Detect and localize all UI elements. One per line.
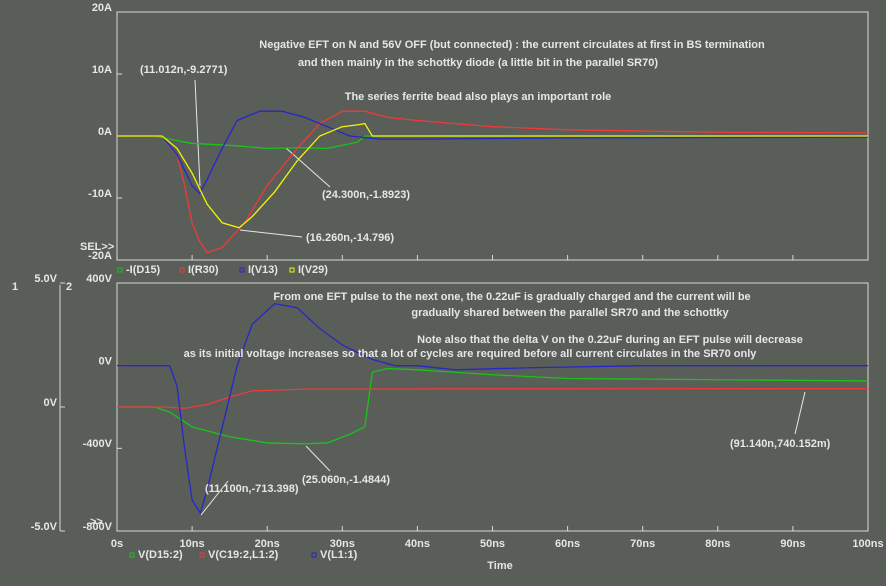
legend-label: -I(D15) [126, 264, 161, 276]
x-tick-label: 90ns [780, 538, 805, 550]
y-tick-label: 20A [92, 2, 112, 14]
y2-tick-label: -5.0V [31, 521, 58, 533]
annotation: and then mainly in the schottky diode (a… [298, 57, 658, 69]
annotation: The series ferrite bead also plays an im… [345, 91, 612, 103]
cursor-pointer [794, 391, 806, 435]
annotation: From one EFT pulse to the next one, the … [273, 291, 750, 303]
y-tick-label: -800V [83, 521, 113, 533]
legend-symbol [179, 267, 185, 273]
annotation: Negative EFT on N and 56V OFF (but conne… [259, 39, 765, 51]
series-line [117, 367, 869, 445]
x-axis-label: Time [487, 560, 512, 572]
y2-tick-label: 0V [44, 397, 58, 409]
x-tick-label: 10ns [180, 538, 205, 550]
x-tick-label: 20ns [255, 538, 280, 550]
series-line [117, 110, 869, 195]
legend-label: I(R30) [188, 264, 219, 276]
series-line [117, 122, 868, 229]
cursor-pointer [305, 445, 331, 472]
cursor-pointer [239, 229, 303, 238]
cursor-label: (11.100n,-713.398) [205, 483, 299, 495]
y-tick-label: 0A [98, 126, 112, 138]
cursor-label: (24.300n,-1.8923) [322, 189, 410, 201]
cursor-pointer [194, 79, 201, 187]
x-tick-label: 80ns [705, 538, 730, 550]
series-line [117, 387, 869, 409]
axis-number: 1 [12, 281, 18, 293]
cursor-label: (11.012n,-9.2771) [140, 64, 228, 76]
cursor-label: >> [90, 516, 103, 528]
legend-label: I(V29) [298, 264, 328, 276]
legend-symbol [311, 552, 317, 558]
y-tick-label: 10A [92, 64, 112, 76]
x-tick-label: 70ns [630, 538, 655, 550]
x-tick-label: 0s [111, 538, 123, 550]
axis-number: 2 [66, 281, 72, 293]
legend-label: V(L1:1) [320, 549, 358, 561]
x-tick-label: 40ns [405, 538, 430, 550]
legend-symbol [129, 552, 135, 558]
y-tick-label: 0V [99, 356, 113, 368]
cursor-pointer [200, 480, 229, 516]
y-tick-label: 400V [86, 273, 112, 285]
legend-symbol [239, 267, 245, 273]
cursor-label: (91.140n,740.152m) [730, 438, 831, 450]
legend-symbol [289, 267, 295, 273]
annotation: as its initial voltage increases so that… [184, 348, 758, 360]
series-line [117, 302, 868, 515]
legend-label: V(D15:2) [138, 549, 183, 561]
x-tick-label: 50ns [480, 538, 505, 550]
y-tick-label: -400V [83, 438, 113, 450]
series-line [117, 110, 869, 254]
legend-label: V(C19:2,L1:2) [208, 549, 279, 561]
cursor-label: (25.060n,-1.4844) [302, 474, 390, 486]
annotation: Note also that the delta V on the 0.22uF… [417, 334, 803, 346]
cursor-pointer [285, 147, 331, 188]
y2-tick-label: 5.0V [34, 273, 57, 285]
cursor-label: (16.260n,-14.796) [306, 232, 394, 244]
y-tick-label: -20A [88, 250, 112, 262]
x-tick-label: 60ns [555, 538, 580, 550]
legend-symbol [199, 552, 205, 558]
annotation: gradually shared between the parallel SR… [411, 307, 729, 319]
x-tick-label: 30ns [330, 538, 355, 550]
x-tick-label: 100ns [852, 538, 883, 550]
legend-label: I(V13) [248, 264, 278, 276]
legend-symbol [117, 267, 123, 273]
cursor-label: SEL>> [80, 241, 114, 253]
y-tick-label: -10A [88, 188, 112, 200]
